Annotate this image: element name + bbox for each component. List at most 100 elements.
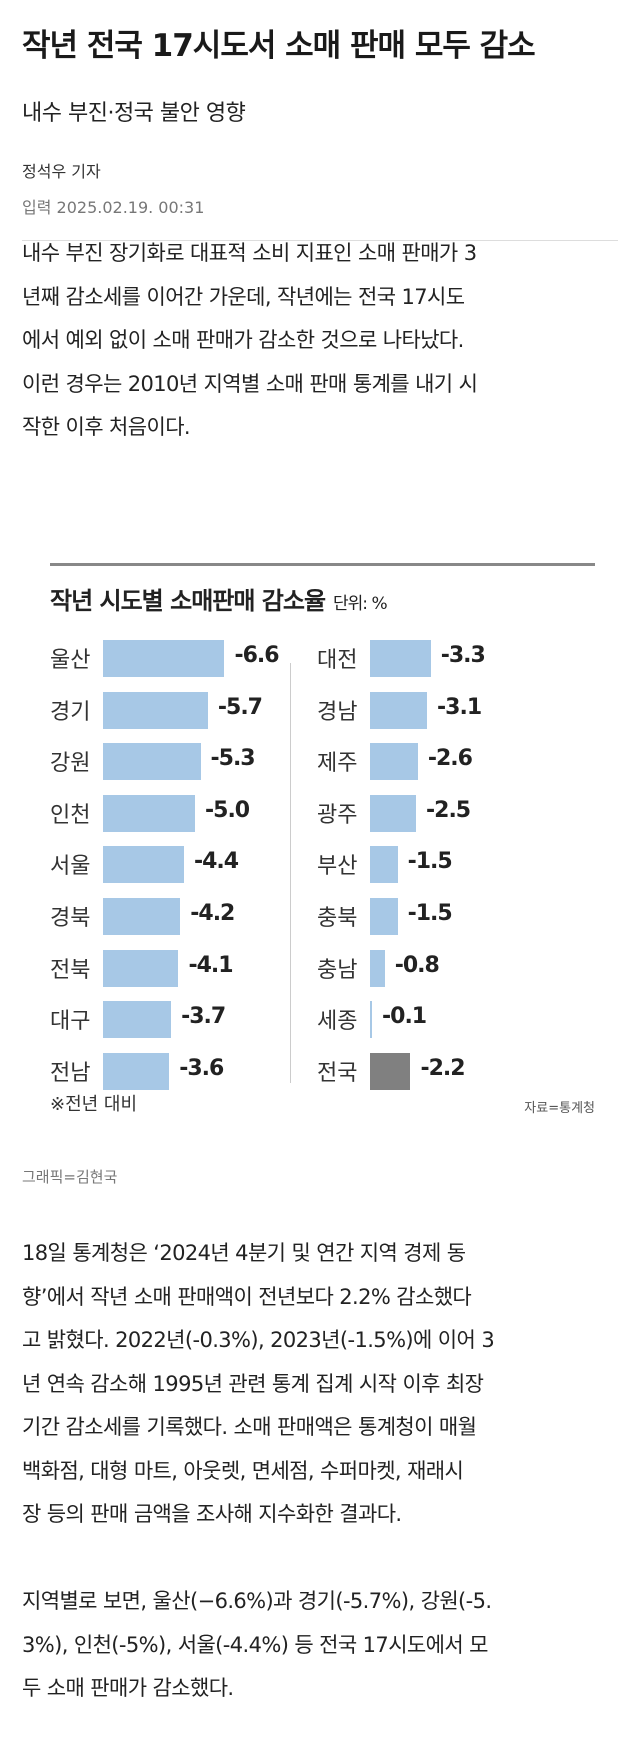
paragraph-line: 두 소매 판매가 감소했다. xyxy=(22,1676,234,1700)
category-label: 충북 xyxy=(317,906,358,931)
chart-row: 전국 -2.2 xyxy=(317,1052,587,1090)
category-label: 경남 xyxy=(317,699,358,725)
category-label: 광주 xyxy=(317,802,358,828)
bar xyxy=(370,691,428,729)
paragraph-line: 백화점, 대형 마트, 아웃렛, 면세점, 수퍼마켓, 재래시 xyxy=(22,1458,464,1483)
chart-graphic: 작년 시도별 소매판매 감소율 단위: % 울산 -6.6 경기 -5.7 강원 -5.3 인… xyxy=(50,563,595,1143)
bar xyxy=(103,743,201,781)
chart-row: 광주 -2.5 xyxy=(317,794,587,832)
article-title: 작년 전국 17시도서 소매 판매 모두 감소 xyxy=(22,28,536,64)
category-label: 세종 xyxy=(317,1009,358,1035)
value-label: -0.1 xyxy=(382,1004,427,1030)
paragraph-line: 이런 경우는 2010년 지역별 소매 판매 통계를 내기 시 xyxy=(22,371,478,396)
chart-row: 전남 -3.6 xyxy=(50,1052,320,1090)
chart-unit: 단위: % xyxy=(333,594,388,614)
chart-row: 충북 -1.5 xyxy=(317,898,587,935)
paragraph-line: 향’에서 작년 소매 판매액이 전년보다 2.2% 감소했다 xyxy=(22,1284,472,1309)
category-label: 대구 xyxy=(50,1009,91,1035)
value-label: -1.5 xyxy=(407,901,453,926)
paragraph-line: 18일 통계청은 ‘2024년 4분기 및 연간 지역 경제 동 xyxy=(22,1241,466,1265)
chart-row: 인천 -5.0 xyxy=(50,794,320,832)
value-label: -5.3 xyxy=(210,746,256,772)
category-label: 충남 xyxy=(317,957,358,983)
chart-row: 강원 -5.3 xyxy=(50,743,320,781)
chart-row: 경기 -5.7 xyxy=(50,691,320,729)
chart-row: 부산 -1.5 xyxy=(317,846,587,884)
value-label: -5.0 xyxy=(205,797,250,823)
column-divider xyxy=(290,663,291,1083)
chart-row: 전북 -4.1 xyxy=(50,949,320,987)
value-label: -3.1 xyxy=(437,694,482,720)
paragraph-line: 3%), 인천(-5%), 서울(-4.4%) 등 전국 17시도에서 모 xyxy=(22,1632,488,1657)
category-label: 서울 xyxy=(50,854,91,880)
chart-row: 제주 -2.6 xyxy=(317,743,587,781)
paragraph-line: 고 밝혔다. 2022년(-0.3%), 2023년(-1.5%)에 이어 3 xyxy=(22,1328,495,1352)
category-label: 전남 xyxy=(50,1060,91,1086)
bar xyxy=(103,691,208,729)
chart-row: 세종 -0.1 xyxy=(317,1001,587,1039)
value-label: -6.6 xyxy=(234,643,279,668)
chart-row: 대전 -3.3 xyxy=(317,640,587,677)
chart-top-rule xyxy=(50,563,595,566)
bar xyxy=(370,794,416,832)
bar xyxy=(103,898,181,935)
bar xyxy=(370,640,431,677)
value-label: -3.3 xyxy=(440,643,486,668)
category-label: 전국 xyxy=(317,1060,358,1086)
category-label: 제주 xyxy=(317,751,358,777)
chart-row: 경남 -3.1 xyxy=(317,691,587,729)
bar xyxy=(103,846,184,884)
category-label: 강원 xyxy=(50,751,91,777)
paragraph-line: 장 등의 판매 금액을 조사해 지수화한 결과다. xyxy=(22,1502,402,1526)
paragraph-line: 에서 예외 없이 소매 판매가 감소한 것으로 나타났다. xyxy=(22,328,464,352)
article-subtitle: 내수 부진·정국 불안 영향 xyxy=(22,101,246,126)
value-label: -4.1 xyxy=(188,952,233,978)
chart-row: 대구 -3.7 xyxy=(50,1001,320,1039)
paragraph-line: 내수 부진 장기화로 대표적 소비 지표인 소매 판매가 3 xyxy=(22,241,477,265)
bar xyxy=(103,1052,170,1090)
bar xyxy=(103,794,195,832)
bar xyxy=(370,846,398,884)
value-label: -0.8 xyxy=(394,952,440,978)
bar xyxy=(370,743,418,781)
value-label: -3.7 xyxy=(181,1004,226,1030)
bar xyxy=(370,1052,411,1090)
value-label: -3.6 xyxy=(179,1055,224,1081)
category-label: 부산 xyxy=(317,854,358,880)
chart-row: 충남 -0.8 xyxy=(317,949,587,987)
value-label: -2.5 xyxy=(426,797,471,823)
chart-source: 자료=통계청 xyxy=(524,1101,595,1116)
paragraph-line: 기간 감소세를 기록했다. 소매 판매액은 통계청이 매월 xyxy=(22,1415,477,1439)
publish-date: 입력 2025.02.19. 00:31 xyxy=(22,198,205,217)
bar xyxy=(103,1001,172,1039)
paragraph: 지역별로 보면, 울산(−6.6%)과 경기(-5.7%), 강원(-5. 3%)… xyxy=(22,1580,622,1711)
paragraph-line: 지역별로 보면, 울산(−6.6%)과 경기(-5.7%), 강원(-5. xyxy=(22,1589,492,1613)
paragraph: 내수 부진 장기화로 대표적 소비 지표인 소매 판매가 3 년째 감소세를 이어… xyxy=(22,232,622,450)
value-label: -2.6 xyxy=(427,746,473,772)
bar xyxy=(103,640,225,677)
chart-title: 작년 시도별 소매판매 감소율 xyxy=(50,587,326,615)
paragraph-line: 년째 감소세를 이어간 가운데, 작년에는 전국 17시도 xyxy=(22,284,465,309)
category-label: 경기 xyxy=(50,699,91,725)
chart-row: 경북 -4.2 xyxy=(50,898,320,935)
value-label: -5.7 xyxy=(217,694,263,720)
value-label: -1.5 xyxy=(407,849,453,875)
category-label: 인천 xyxy=(50,802,91,828)
bar xyxy=(370,898,398,935)
category-label: 경북 xyxy=(50,906,91,931)
paragraph-line: 년 연속 감소해 1995년 관련 통계 집계 시작 이후 최장 xyxy=(22,1371,484,1396)
category-label: 대전 xyxy=(317,648,358,673)
chart-row: 서울 -4.4 xyxy=(50,846,320,884)
bar xyxy=(103,949,179,987)
category-label: 전북 xyxy=(50,957,91,983)
chart-note: ※전년 대비 xyxy=(50,1094,138,1115)
divider xyxy=(22,240,618,241)
value-label: -2.2 xyxy=(420,1055,465,1081)
value-label: -4.2 xyxy=(190,901,235,926)
graphic-credit: 그래픽=김현국 xyxy=(22,1168,118,1186)
value-label: -4.4 xyxy=(193,849,239,875)
byline[interactable]: 정석우 기자 xyxy=(22,162,101,181)
chart-row: 울산 -6.6 xyxy=(50,640,320,677)
category-label: 울산 xyxy=(50,648,91,673)
